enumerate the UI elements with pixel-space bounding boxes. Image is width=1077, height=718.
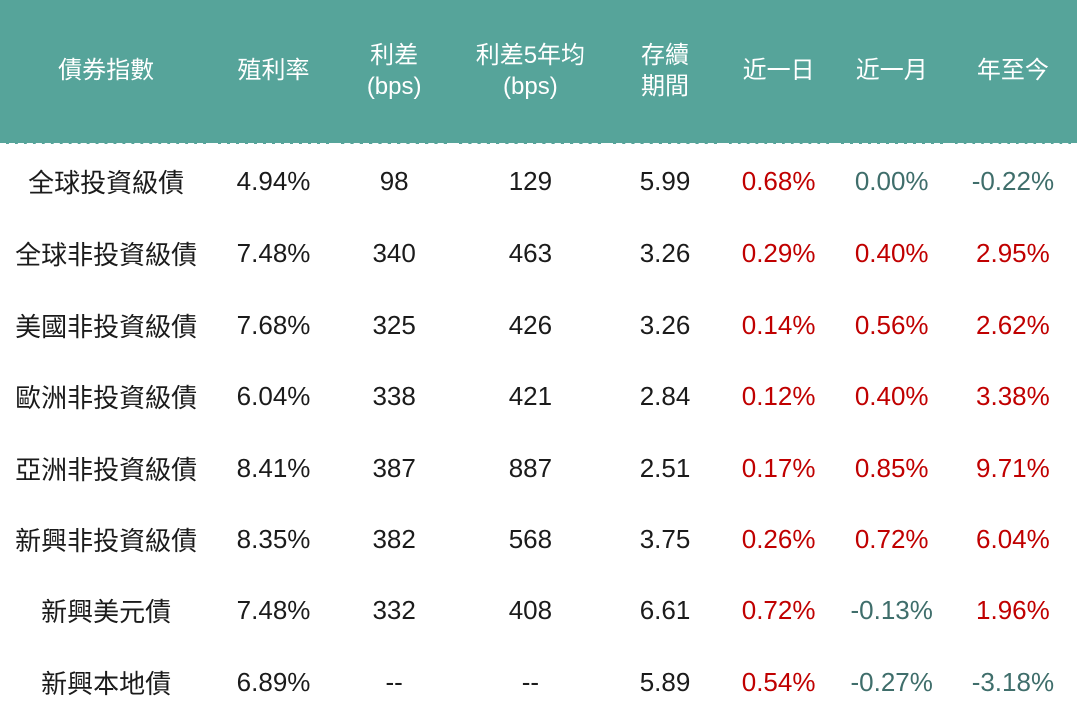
cell-1d-change: 0.68%: [741, 166, 816, 197]
cell-yield: 8.41%: [236, 452, 311, 483]
cell-bond-index: 全球非投資級債: [15, 240, 198, 271]
cell-yield: 7.48%: [236, 238, 311, 269]
cell-yield: 6.04%: [236, 381, 311, 412]
cell-1d-change: 0.29%: [741, 238, 816, 269]
cell-1d-change: 0.54%: [741, 666, 816, 697]
cell-1m-change: 0.40%: [854, 238, 929, 269]
cell-yield: 8.35%: [236, 523, 311, 554]
cell-yield: 4.94%: [236, 166, 311, 197]
column-header-bond-index: 債券指數: [0, 0, 213, 146]
cell-1d-change: 0.12%: [741, 381, 816, 412]
cell-1m-change: 0.85%: [854, 452, 929, 483]
cell-spread-5y-avg-bps: 426: [508, 309, 553, 340]
cell-bond-index: 亞洲非投資級債: [15, 454, 198, 485]
table-row: 新興美元債 7.48% 332 408 6.61 0.72% -0.13% 1.96%: [0, 575, 1077, 646]
cell-bond-index: 歐洲非投資級債: [15, 383, 198, 414]
cell-duration: 3.26: [639, 309, 691, 340]
table-row: 亞洲非投資級債 8.41% 387 887 2.51 0.17% 0.85% 9.71%: [0, 432, 1077, 503]
cell-spread-bps: 98: [379, 166, 409, 197]
cell-1m-change: 0.00%: [854, 166, 929, 197]
table-row: 新興本地債 6.89% -- -- 5.89 0.54% -0.27% -3.18%: [0, 647, 1077, 718]
column-header-1m-change: 近一月: [834, 0, 949, 146]
cell-spread-5y-avg-bps: 129: [508, 166, 553, 197]
cell-spread-bps: 325: [372, 309, 416, 340]
cell-ytd-change: 9.71%: [976, 452, 1050, 483]
cell-ytd-change: 2.95%: [976, 238, 1050, 269]
table-row: 全球非投資級債 7.48% 340 463 3.26 0.29% 0.40% 2.95%: [0, 218, 1077, 289]
header-row: 債券指數 殖利率 利差 (bps) 利差5年均 (bps) 存續 期間 近一日 近一月 年至今: [0, 0, 1077, 146]
cell-1d-change: 0.17%: [741, 452, 816, 483]
cell-spread-bps: --: [385, 666, 403, 697]
cell-yield: 7.48%: [236, 595, 311, 626]
cell-spread-bps: 340: [372, 238, 416, 269]
column-header-duration: 存續 期間: [607, 0, 723, 146]
cell-spread-bps: 332: [372, 595, 416, 626]
cell-bond-index: 美國非投資級債: [15, 311, 198, 342]
cell-spread-5y-avg-bps: 408: [508, 595, 553, 626]
cell-bond-index: 新興美元債: [41, 597, 172, 628]
cell-duration: 3.75: [639, 523, 691, 554]
cell-duration: 5.89: [639, 666, 691, 697]
cell-1m-change: -0.13%: [850, 595, 933, 626]
cell-bond-index: 新興本地債: [41, 668, 172, 699]
table-row: 歐洲非投資級債 6.04% 338 421 2.84 0.12% 0.40% 3.38%: [0, 361, 1077, 432]
cell-ytd-change: 3.38%: [976, 381, 1050, 412]
cell-ytd-change: -0.22%: [971, 166, 1055, 197]
cell-1m-change: 0.40%: [854, 381, 929, 412]
table-row: 全球投資級債 4.94% 98 129 5.99 0.68% 0.00% -0.22%: [0, 144, 1077, 218]
cell-ytd-change: 6.04%: [976, 523, 1050, 554]
cell-1m-change: 0.56%: [854, 309, 929, 340]
cell-duration: 2.51: [639, 452, 691, 483]
column-header-spread-5y-avg-bps: 利差5年均 (bps): [453, 0, 608, 146]
cell-1m-change: -0.27%: [850, 666, 933, 697]
cell-spread-5y-avg-bps: 887: [508, 452, 553, 483]
cell-bond-index: 全球投資級債: [28, 168, 185, 199]
table-body: 全球投資級債 4.94% 98 129 5.99 0.68% 0.00% -0.22% 全球非投…: [0, 144, 1077, 718]
cell-spread-5y-avg-bps: 421: [508, 381, 553, 412]
cell-spread-bps: 387: [372, 452, 416, 483]
cell-spread-bps: 338: [372, 381, 416, 412]
cell-1d-change: 0.72%: [741, 595, 816, 626]
column-header-yield: 殖利率: [212, 0, 335, 146]
cell-duration: 2.84: [639, 381, 691, 412]
column-header-ytd-change: 年至今: [948, 0, 1077, 146]
table-header: 債券指數 殖利率 利差 (bps) 利差5年均 (bps) 存續 期間 近一日 近一月 年至今: [0, 0, 1077, 146]
column-header-1d-change: 近一日: [722, 0, 835, 146]
cell-ytd-change: -3.18%: [971, 666, 1055, 697]
cell-1m-change: 0.72%: [854, 523, 929, 554]
table-row: 新興非投資級債 8.35% 382 568 3.75 0.26% 0.72% 6.04%: [0, 504, 1077, 575]
column-header-spread-bps: 利差 (bps): [334, 0, 454, 146]
cell-yield: 7.68%: [236, 309, 311, 340]
cell-ytd-change: 1.96%: [976, 595, 1050, 626]
cell-ytd-change: 2.62%: [976, 309, 1050, 340]
table-row: 美國非投資級債 7.68% 325 426 3.26 0.14% 0.56% 2.62%: [0, 290, 1077, 361]
cell-duration: 5.99: [639, 166, 691, 197]
cell-duration: 3.26: [639, 238, 691, 269]
cell-1d-change: 0.14%: [741, 309, 816, 340]
cell-yield: 6.89%: [236, 666, 311, 697]
cell-1d-change: 0.26%: [741, 523, 816, 554]
cell-bond-index: 新興非投資級債: [15, 525, 198, 556]
cell-spread-bps: 382: [372, 523, 416, 554]
cell-spread-5y-avg-bps: 568: [508, 523, 553, 554]
cell-duration: 6.61: [639, 595, 691, 626]
cell-spread-5y-avg-bps: --: [521, 666, 540, 697]
cell-spread-5y-avg-bps: 463: [508, 238, 553, 269]
